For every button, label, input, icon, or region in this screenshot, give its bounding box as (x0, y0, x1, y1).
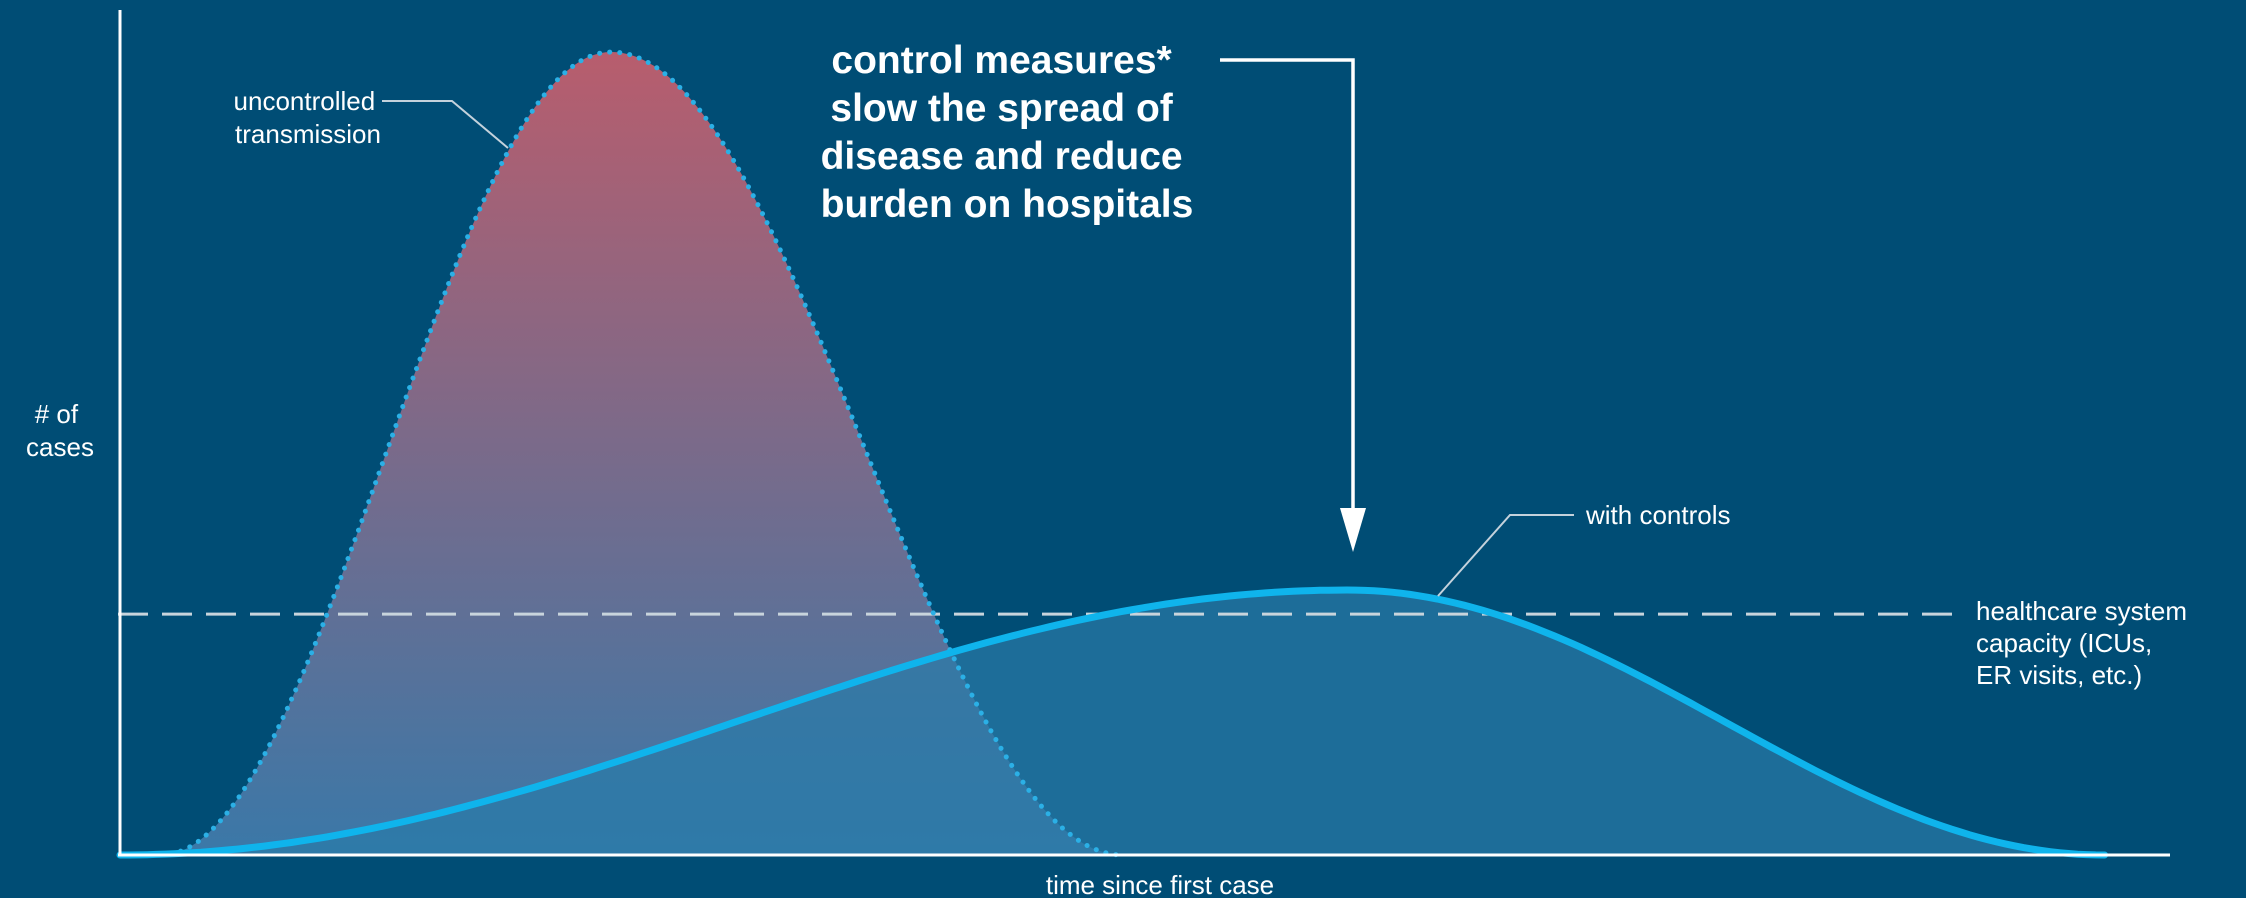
capacity-label-line: healthcare system (1976, 596, 2187, 626)
uncontrolled-series-label: uncontrolled transmission (234, 86, 383, 149)
annotation-arrowhead (1340, 508, 1366, 552)
uncontrolled-area-fill (160, 52, 1123, 855)
annotation-line: control measures* (831, 39, 1172, 82)
with-controls-series-label: with controls (1585, 500, 1731, 530)
annotation-line: burden on hospitals (821, 183, 1194, 226)
uncontrolled-curve (158, 49, 1125, 858)
y-axis-label: # of cases (26, 399, 94, 462)
annotation-line: disease and reduce (821, 135, 1183, 178)
uncontrolled-series-label-line: uncontrolled (234, 86, 376, 116)
y-axis-label-line: # of (35, 399, 79, 429)
capacity-label-line: capacity (ICUs, (1976, 628, 2152, 658)
with-controls-area-fill (120, 590, 2105, 855)
annotation-line: slow the spread of (830, 87, 1173, 130)
capacity-label: healthcare system capacity (ICUs, ER vis… (1976, 596, 2194, 690)
x-axis-label: time since first case (1046, 870, 1274, 898)
y-axis-label-line: cases (26, 432, 94, 462)
uncontrolled-series-label-line: transmission (235, 119, 381, 149)
capacity-label-line: ER visits, etc.) (1976, 660, 2142, 690)
annotation-arrow-line (1220, 58, 1355, 512)
control-measures-annotation: control measures* slow the spread of dis… (821, 39, 1194, 226)
uncontrolled-leader-line (382, 100, 509, 149)
with-controls-leader-line (1437, 514, 1574, 597)
with-controls-curve (116, 586, 2109, 859)
